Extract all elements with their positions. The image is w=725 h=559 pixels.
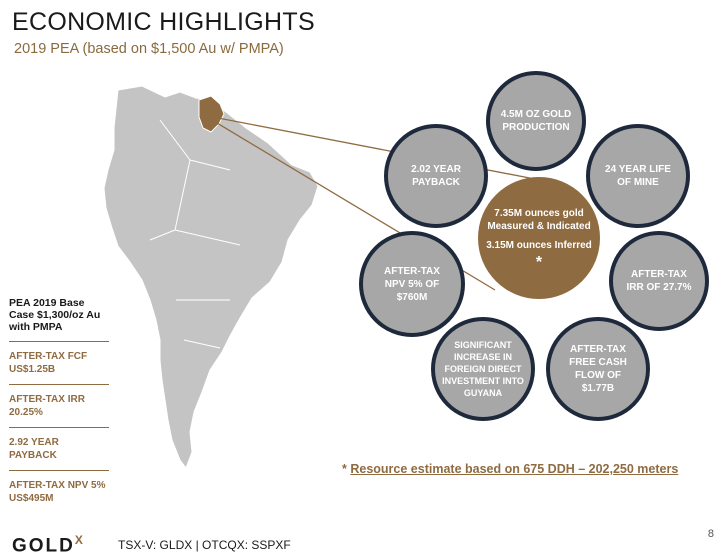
circle-free-cash-flow: AFTER-TAX FREE CASH FLOW OF $1.77B <box>546 317 650 421</box>
circle-mine-life: 24 YEAR LIFE OF MINE <box>586 124 690 228</box>
goldx-logo: GOLDX <box>12 533 83 557</box>
page-number: 8 <box>707 528 714 540</box>
circle-irr: AFTER-TAX IRR OF 27.7% <box>609 231 709 331</box>
circle-investment: SIGNIFICANT INCREASE IN FOREIGN DIRECT I… <box>431 317 535 421</box>
center-line-1: 7.35M ounces gold <box>494 208 584 219</box>
circle-investment-text: SIGNIFICANT INCREASE IN FOREIGN DIRECT I… <box>442 340 524 398</box>
center-asterisk: * <box>535 254 543 271</box>
resource-footnote: * Resource estimate based on 675 DDH – 2… <box>342 462 678 476</box>
logo-text: GOLD <box>12 535 75 557</box>
sidebar-item-npv: AFTER-TAX NPV 5% US$495M <box>9 480 106 504</box>
sidebar-heading: PEA 2019 Base Case $1,300/oz Au with PMP… <box>9 297 109 342</box>
circle-npv: AFTER-TAX NPV 5% OF $760M <box>359 231 465 337</box>
circle-payback: 2.02 YEAR PAYBACK <box>384 124 488 228</box>
circle-irr-text: AFTER-TAX IRR OF 27.7% <box>626 269 692 293</box>
page-subtitle: 2019 PEA (based on $1,500 Au w/ PMPA) <box>14 41 284 57</box>
sidebar-item-payback: 2.92 YEAR PAYBACK <box>9 428 109 471</box>
footnote-text: Resource estimate based on 675 DDH – 202… <box>350 462 679 476</box>
logo-suffix: X <box>74 533 83 547</box>
south-america-landmass <box>103 85 319 470</box>
circle-mine-life-text: 24 YEAR LIFE OF MINE <box>605 164 671 188</box>
footnote-asterisk: * <box>342 462 347 476</box>
circle-payback-text: 2.02 YEAR PAYBACK <box>411 164 461 188</box>
center-line-3: 3.15M ounces Inferred <box>486 240 592 251</box>
circle-free-cash-flow-text: AFTER-TAX FREE CASH FLOW OF $1.77B <box>569 344 627 394</box>
base-case-sidebar: PEA 2019 Base Case $1,300/oz Au with PMP… <box>9 297 109 513</box>
ticker-symbols: TSX-V: GLDX | OTCQX: SSPXF <box>118 538 291 552</box>
circle-npv-text: AFTER-TAX NPV 5% OF $760M <box>384 265 440 303</box>
circle-production: 4.5M OZ GOLD PRODUCTION <box>486 71 586 171</box>
center-line-2: Measured & Indicated <box>487 221 591 232</box>
sidebar-item-fcf: AFTER-TAX FCF US$1.25B <box>9 342 109 385</box>
sidebar-item-irr: AFTER-TAX IRR 20.25% <box>9 385 109 428</box>
page-title: ECONOMIC HIGHLIGHTS <box>12 8 315 36</box>
center-resource-circle: 7.35M ounces gold Measured & Indicated 3… <box>478 177 600 299</box>
circle-production-text: 4.5M OZ GOLD PRODUCTION <box>500 109 572 133</box>
